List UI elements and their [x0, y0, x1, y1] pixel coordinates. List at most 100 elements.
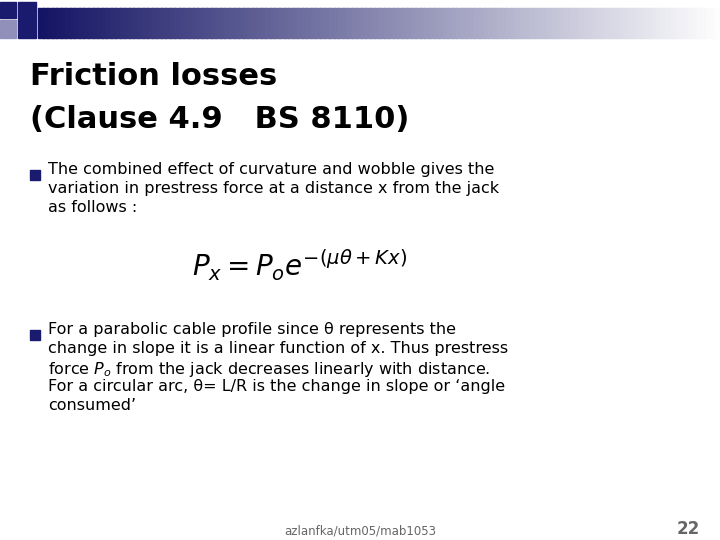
- Text: $P_x = P_o e^{-(\mu\theta + Kx)}$: $P_x = P_o e^{-(\mu\theta + Kx)}$: [192, 248, 408, 284]
- Bar: [233, 8, 239, 38]
- Bar: [365, 8, 371, 38]
- Text: as follows :: as follows :: [48, 200, 138, 215]
- Bar: [397, 8, 402, 38]
- Bar: [624, 8, 630, 38]
- Bar: [292, 8, 298, 38]
- Bar: [66, 8, 71, 38]
- Text: consumed’: consumed’: [48, 398, 136, 413]
- Bar: [647, 8, 653, 38]
- Bar: [111, 8, 117, 38]
- Bar: [361, 8, 366, 38]
- Bar: [575, 8, 580, 38]
- Bar: [425, 8, 430, 38]
- Bar: [602, 8, 608, 38]
- Bar: [516, 8, 521, 38]
- Bar: [266, 8, 271, 38]
- Text: Friction losses: Friction losses: [30, 62, 277, 91]
- Bar: [584, 8, 589, 38]
- Bar: [30, 330, 40, 340]
- Bar: [225, 8, 230, 38]
- Bar: [538, 8, 544, 38]
- Bar: [679, 8, 685, 38]
- Bar: [593, 8, 598, 38]
- Bar: [88, 8, 94, 38]
- Bar: [506, 8, 512, 38]
- Bar: [688, 8, 694, 38]
- Bar: [320, 8, 325, 38]
- Bar: [420, 8, 426, 38]
- Bar: [166, 8, 171, 38]
- Bar: [243, 8, 248, 38]
- Bar: [643, 8, 648, 38]
- Bar: [138, 8, 143, 38]
- Bar: [697, 8, 703, 38]
- Bar: [702, 8, 707, 38]
- Bar: [197, 8, 203, 38]
- Bar: [488, 8, 494, 38]
- Bar: [115, 8, 121, 38]
- Bar: [256, 8, 262, 38]
- Bar: [565, 8, 571, 38]
- Bar: [306, 8, 312, 38]
- Bar: [461, 8, 467, 38]
- Bar: [429, 8, 435, 38]
- Bar: [202, 8, 207, 38]
- Bar: [716, 8, 720, 38]
- Bar: [184, 8, 189, 38]
- Bar: [18, 2, 36, 38]
- Bar: [274, 8, 280, 38]
- Bar: [229, 8, 235, 38]
- Bar: [56, 8, 62, 38]
- Bar: [479, 8, 485, 38]
- Bar: [511, 8, 516, 38]
- Text: force $P_o$ from the jack decreases linearly with distance.: force $P_o$ from the jack decreases line…: [48, 360, 490, 379]
- Bar: [125, 8, 130, 38]
- Bar: [270, 8, 276, 38]
- Text: 22: 22: [677, 520, 700, 538]
- Bar: [215, 8, 221, 38]
- Bar: [438, 8, 444, 38]
- Bar: [206, 8, 212, 38]
- Bar: [557, 8, 562, 38]
- Bar: [338, 8, 343, 38]
- Bar: [38, 8, 43, 38]
- Bar: [616, 8, 621, 38]
- Bar: [70, 8, 76, 38]
- Bar: [547, 8, 553, 38]
- Bar: [474, 8, 480, 38]
- Bar: [456, 8, 462, 38]
- Bar: [0, 2, 16, 18]
- Bar: [392, 8, 398, 38]
- Bar: [170, 8, 176, 38]
- Bar: [84, 8, 89, 38]
- Bar: [411, 8, 416, 38]
- Bar: [129, 8, 135, 38]
- Bar: [120, 8, 125, 38]
- Bar: [652, 8, 657, 38]
- Bar: [252, 8, 257, 38]
- Bar: [634, 8, 639, 38]
- Bar: [311, 8, 316, 38]
- Bar: [133, 8, 139, 38]
- Bar: [174, 8, 180, 38]
- Bar: [670, 8, 675, 38]
- Bar: [384, 8, 389, 38]
- Bar: [279, 8, 284, 38]
- Bar: [188, 8, 194, 38]
- Bar: [74, 8, 80, 38]
- Bar: [388, 8, 394, 38]
- Bar: [333, 8, 339, 38]
- Bar: [30, 170, 40, 180]
- Bar: [147, 8, 153, 38]
- Bar: [406, 8, 412, 38]
- Bar: [329, 8, 335, 38]
- Bar: [524, 8, 530, 38]
- Bar: [675, 8, 680, 38]
- Bar: [220, 8, 225, 38]
- Text: (Clause 4.9   BS 8110): (Clause 4.9 BS 8110): [30, 105, 410, 134]
- Bar: [42, 8, 48, 38]
- Bar: [534, 8, 539, 38]
- Bar: [161, 8, 166, 38]
- Bar: [402, 8, 408, 38]
- Bar: [433, 8, 439, 38]
